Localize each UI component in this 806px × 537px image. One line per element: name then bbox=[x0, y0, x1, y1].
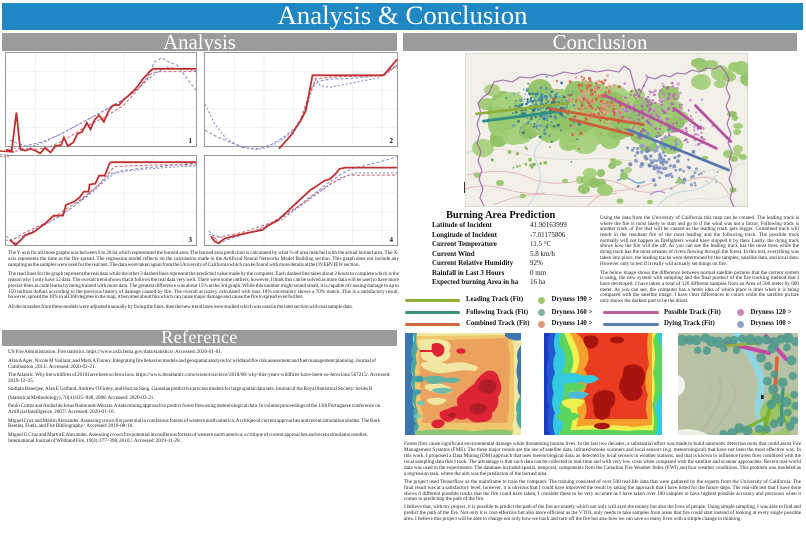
svg-text:3: 3 bbox=[189, 236, 193, 244]
svg-text:4: 4 bbox=[390, 236, 394, 244]
svg-text:1: 1 bbox=[189, 137, 193, 145]
svg-text:2: 2 bbox=[390, 137, 394, 145]
